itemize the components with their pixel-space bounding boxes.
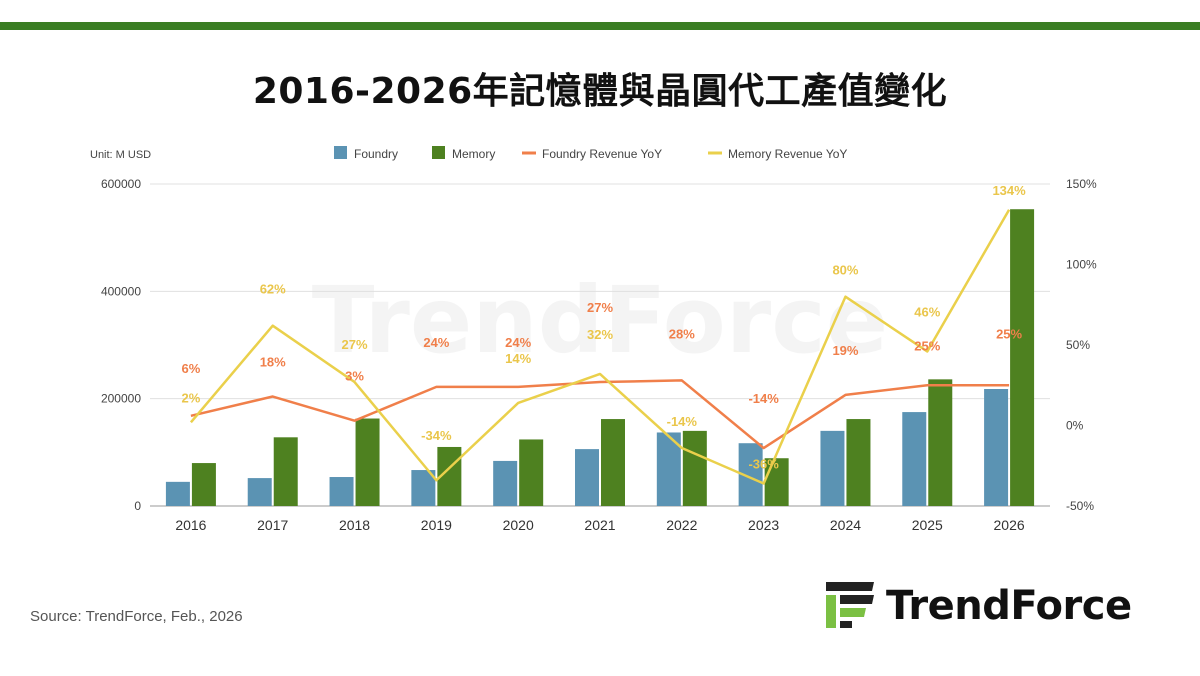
right-tick-label: 100% [1066, 258, 1097, 272]
left-tick-label: 400000 [101, 284, 141, 298]
legend-label: Foundry Revenue YoY [542, 147, 662, 161]
x-tick-label: 2018 [339, 517, 370, 533]
foundry-yoy-data-label: 25% [914, 338, 940, 353]
x-tick-label: 2020 [503, 517, 534, 533]
left-tick-label: 600000 [101, 177, 141, 191]
memory-yoy-data-label: 32% [587, 327, 613, 342]
memory-bar [1010, 209, 1035, 506]
legend-label: Memory [452, 147, 495, 161]
foundry-yoy-data-label: 27% [587, 300, 613, 315]
memory-bar [928, 379, 953, 506]
foundry-yoy-data-label: 18% [260, 355, 286, 370]
memory-yoy-data-label: -34% [421, 428, 452, 443]
memory-yoy-data-label: 80% [832, 263, 858, 278]
unit-label: Unit: M USD [90, 149, 151, 161]
foundry-yoy-data-label: 25% [996, 326, 1022, 341]
memory-bar [273, 437, 298, 506]
page-title: 2016-2026年記憶體與晶圓代工產值變化 [252, 71, 948, 112]
legend-swatch [432, 146, 445, 159]
foundry-yoy-line [190, 379, 1010, 450]
foundry-yoy-data-label: 28% [669, 326, 695, 341]
x-tick-label: 2022 [666, 517, 697, 533]
legend-label: Memory Revenue YoY [728, 147, 847, 161]
x-tick-label: 2024 [830, 517, 861, 533]
memory-bar [682, 430, 707, 506]
foundry-bar [984, 389, 1009, 506]
brand-name: TrendForce [886, 583, 1132, 629]
memory-yoy-data-label: -14% [667, 414, 698, 429]
foundry-bar [165, 481, 190, 506]
memory-yoy-data-label: 14% [505, 351, 531, 366]
x-tick-label: 2016 [175, 517, 206, 533]
foundry-bar [247, 478, 272, 506]
watermark-text: TrendForce [312, 267, 888, 374]
x-tick-label: 2023 [748, 517, 779, 533]
memory-yoy-data-label: 134% [992, 183, 1026, 198]
top-accent-bar [0, 22, 1200, 30]
memory-bar [846, 419, 871, 506]
memory-yoy-data-label: 2% [182, 390, 201, 405]
legend-label: Foundry [354, 147, 398, 161]
foundry-yoy-data-label: 3% [345, 369, 364, 384]
memory-yoy-data-label: 27% [342, 337, 368, 352]
foundry-yoy-data-label: 24% [505, 335, 531, 350]
right-tick-label: 50% [1066, 338, 1090, 352]
x-tick-label: 2017 [257, 517, 288, 533]
memory-yoy-line [189, 209, 1011, 485]
legend-swatch [334, 146, 347, 159]
source-note: Source: TrendForce, Feb., 2026 [30, 608, 243, 625]
x-tick-label: 2026 [994, 517, 1025, 533]
right-tick-label: 150% [1066, 177, 1097, 191]
left-tick-label: 0 [134, 499, 141, 513]
trendforce-logo-icon [826, 582, 874, 628]
foundry-bar [820, 430, 845, 506]
foundry-bar [902, 412, 927, 506]
foundry-bar [329, 477, 354, 506]
foundry-yoy-data-label: 19% [832, 343, 858, 358]
memory-bar [764, 458, 789, 506]
memory-yoy-data-label: 46% [914, 304, 940, 319]
memory-bar [601, 419, 625, 506]
x-tick-label: 2021 [584, 517, 615, 533]
foundry-yoy-data-label: -14% [748, 391, 779, 406]
memory-bar [519, 439, 544, 506]
right-tick-label: -50% [1066, 499, 1094, 513]
x-tick-label: 2019 [421, 517, 452, 533]
x-tick-label: 2025 [912, 517, 943, 533]
memory-yoy-data-label: -36% [748, 456, 779, 471]
foundry-yoy-data-label: 24% [423, 335, 449, 350]
memory-yoy-data-label: 62% [260, 282, 286, 297]
foundry-yoy-data-label: 6% [182, 361, 201, 376]
right-tick-label: 0% [1066, 419, 1084, 433]
foundry-bar [575, 449, 599, 506]
left-tick-label: 200000 [101, 392, 141, 406]
foundry-bar [493, 460, 518, 506]
memory-bar [191, 463, 216, 506]
memory-bar [355, 418, 380, 506]
